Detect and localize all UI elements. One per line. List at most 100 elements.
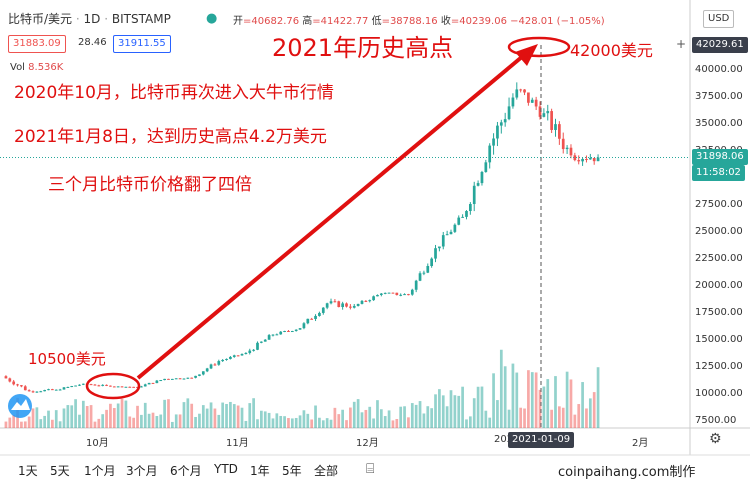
candle-body xyxy=(260,341,263,343)
candle-body xyxy=(383,292,387,294)
range-button[interactable]: YTD xyxy=(214,462,238,476)
volume-bar xyxy=(329,419,333,428)
candle-body xyxy=(414,280,418,290)
volume-bar xyxy=(23,421,27,428)
volume-bar xyxy=(321,420,325,428)
volume-bar xyxy=(112,408,116,428)
candle-body xyxy=(434,248,437,259)
candle-body xyxy=(484,162,488,172)
volume-bar xyxy=(186,398,190,428)
candle-body xyxy=(577,160,581,162)
range-button[interactable]: 1天 xyxy=(18,464,38,478)
candle-body xyxy=(368,300,372,302)
volume-bar xyxy=(503,366,507,428)
volume-bar xyxy=(190,403,194,428)
crosshair-date-label: 2021-01-09 xyxy=(508,432,575,448)
ask-box[interactable]: 31911.55 xyxy=(113,35,171,53)
volume-bar xyxy=(217,414,221,428)
candle-body xyxy=(109,385,112,387)
volume-bar xyxy=(515,372,519,428)
volume-bar xyxy=(465,419,468,428)
candle-body xyxy=(476,183,480,186)
candle-body xyxy=(430,258,434,267)
settings-gear-icon[interactable]: ⚙ xyxy=(709,431,722,447)
candle-body xyxy=(267,335,271,340)
range-button[interactable]: 6个月 xyxy=(170,464,202,478)
candle-body xyxy=(345,303,348,307)
time-label-2021: 202 xyxy=(494,434,514,445)
range-button[interactable]: 3个月 xyxy=(126,464,158,478)
candle-body xyxy=(43,390,46,392)
time-label-oct: 10月 xyxy=(86,438,109,449)
volume-bar xyxy=(54,410,58,428)
volume-bar xyxy=(352,401,356,428)
last-price-label: 31898.06 xyxy=(692,149,748,165)
candle-body xyxy=(488,145,492,163)
add-plus-icon[interactable]: + xyxy=(676,37,687,51)
candle-body xyxy=(496,125,499,139)
volume-bar xyxy=(74,399,77,428)
volume-bar xyxy=(252,398,255,428)
volume-bar xyxy=(414,404,418,428)
range-button[interactable]: 1年 xyxy=(250,464,270,478)
candle-body xyxy=(465,211,468,217)
candle-body xyxy=(167,378,170,380)
candle-body xyxy=(140,386,143,388)
bid-box[interactable]: 31883.09 xyxy=(8,35,66,53)
volume-bar xyxy=(573,414,577,428)
volume-bar xyxy=(31,408,35,428)
range-button[interactable]: 1个月 xyxy=(84,464,116,478)
volume-bar xyxy=(484,410,488,428)
change-value: −428.01 (−1.05%) xyxy=(510,16,605,27)
candle-body xyxy=(333,301,337,303)
price-tick-label: 35000.00 xyxy=(695,118,743,129)
price-tick-label: 22500.00 xyxy=(695,253,743,264)
candle-body xyxy=(360,300,364,304)
candle-body xyxy=(387,292,391,294)
candle-body xyxy=(236,355,240,357)
range-button[interactable]: 5天 xyxy=(50,464,70,478)
volume-bar xyxy=(306,413,310,428)
volume-bar xyxy=(368,406,372,428)
currency-button[interactable]: USD xyxy=(703,10,735,28)
volume-bar xyxy=(538,389,542,428)
range-button[interactable]: 5年 xyxy=(282,464,302,478)
volume-bar xyxy=(325,418,329,428)
volume-bar xyxy=(170,421,174,428)
volume-bar xyxy=(260,410,263,428)
candle-body xyxy=(81,383,85,385)
calendar-range-icon[interactable]: ⌸ xyxy=(366,461,375,477)
volume-bar xyxy=(51,419,54,428)
volume-bar xyxy=(275,413,279,428)
volume-bar xyxy=(205,408,209,428)
volume-bar xyxy=(140,414,143,428)
range-button[interactable]: 全部 xyxy=(314,464,339,478)
volume-bar xyxy=(298,415,302,428)
candle-body xyxy=(438,246,441,249)
price-tick-label: 7500.00 xyxy=(695,415,737,426)
candle-body xyxy=(78,384,81,386)
candle-body xyxy=(585,158,588,160)
symbol-title[interactable]: 比特币/美元 · 1D · BITSTAMP xyxy=(8,12,171,26)
volume-bar xyxy=(496,400,499,428)
time-label-nov: 11月 xyxy=(226,438,249,449)
candle-body xyxy=(263,339,267,342)
price-tick-label: 20000.00 xyxy=(695,280,743,291)
candle-body xyxy=(569,147,573,156)
volume-bar xyxy=(318,417,321,428)
volume-value: 8.536K xyxy=(28,62,64,73)
volume-bar xyxy=(97,418,101,428)
candle-body xyxy=(318,312,321,316)
volume-bar xyxy=(27,416,31,428)
candle-body xyxy=(229,356,232,359)
volume-bar xyxy=(438,389,441,428)
candle-body xyxy=(352,305,356,308)
volume-bar xyxy=(294,417,298,428)
candle-body xyxy=(410,289,414,295)
symbol-name: 比特币/美元 xyxy=(8,12,73,26)
volume-bar xyxy=(356,399,360,428)
candle-body xyxy=(538,106,542,117)
candle-body xyxy=(70,386,74,388)
exchange-label: BITSTAMP xyxy=(111,12,171,26)
